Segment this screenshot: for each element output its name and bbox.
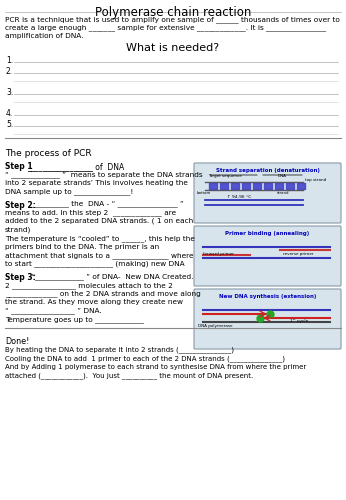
Text: ↑ 94-96 °C: ↑ 94-96 °C bbox=[227, 195, 251, 199]
Text: Step 1: Step 1 bbox=[5, 162, 33, 171]
Text: create a large enough _______ sample for extensive _____________. It is ________: create a large enough _______ sample for… bbox=[5, 24, 326, 31]
Text: top strand: top strand bbox=[305, 178, 326, 182]
Text: The temperature is “cooled” to ______, this help the: The temperature is “cooled” to ______, t… bbox=[5, 235, 195, 242]
Text: 5.: 5. bbox=[6, 120, 13, 129]
Text: Polymerase chain reaction: Polymerase chain reaction bbox=[95, 6, 251, 19]
Text: New DNA synthesis (extension): New DNA synthesis (extension) bbox=[219, 294, 316, 299]
Text: “ _____________ ”  means to separate the DNA strands: “ _____________ ” means to separate the … bbox=[5, 171, 203, 178]
Text: 2.: 2. bbox=[6, 67, 13, 76]
Text: Temperature goes up to _____________: Temperature goes up to _____________ bbox=[5, 316, 144, 323]
FancyBboxPatch shape bbox=[194, 226, 341, 286]
Text: Step 3:: Step 3: bbox=[5, 273, 36, 282]
Text: And by Adding 1 polymerase to each strand to synthesise DNA from where the prime: And by Adding 1 polymerase to each stran… bbox=[5, 364, 306, 370]
Text: 1.: 1. bbox=[6, 56, 13, 65]
Text: 3.: 3. bbox=[6, 88, 13, 97]
Text: ______________ on the 2 DNA strands and move along: ______________ on the 2 DNA strands and … bbox=[5, 290, 201, 297]
Text: The process of PCR: The process of PCR bbox=[5, 149, 92, 158]
Text: Primer binding (annealing): Primer binding (annealing) bbox=[225, 231, 310, 236]
Text: Target sequence: Target sequence bbox=[208, 174, 242, 178]
Text: into 2 separate strands’ This involves heating the: into 2 separate strands’ This involves h… bbox=[5, 180, 188, 186]
Text: reverse primer: reverse primer bbox=[283, 252, 313, 256]
Text: the strand. As they move along they create new: the strand. As they move along they crea… bbox=[5, 299, 183, 305]
Text: PCR is a technique that is used to amplify one sample of ______ thousands of tim: PCR is a technique that is used to ampli… bbox=[5, 16, 340, 22]
Text: _________________ of  DNA: _________________ of DNA bbox=[27, 162, 124, 171]
Text: Step 2:: Step 2: bbox=[5, 200, 36, 209]
Text: 2 _________________ molecules attach to the 2: 2 _________________ molecules attach to … bbox=[5, 282, 173, 289]
Text: 4.: 4. bbox=[6, 109, 13, 118]
Text: forward primer: forward primer bbox=[203, 252, 234, 256]
Text: primers bind to the DNA. The primer is an: primers bind to the DNA. The primer is a… bbox=[5, 244, 159, 250]
Text: “ _________________ ” DNA.: “ _________________ ” DNA. bbox=[5, 308, 102, 314]
Text: Strand separation (denaturation): Strand separation (denaturation) bbox=[216, 168, 319, 173]
Text: Cooling the DNA to add  1 primer to each of the 2 DNA strands (_______________): Cooling the DNA to add 1 primer to each … bbox=[5, 355, 285, 362]
Text: amplification of DNA.: amplification of DNA. bbox=[5, 33, 83, 39]
Text: attached (____________).  You just __________ the mount of DNA present.: attached (____________). You just ______… bbox=[5, 372, 253, 379]
Text: “_____________ ” of DNA-  New DNA Created.: “_____________ ” of DNA- New DNA Created… bbox=[29, 273, 193, 280]
Text: attachment that signals to a _______________ where: attachment that signals to a ___________… bbox=[5, 252, 193, 259]
Text: __________ the  DNA - “ ________________ ”: __________ the DNA - “ ________________ … bbox=[29, 200, 184, 207]
Text: bottom: bottom bbox=[197, 191, 211, 195]
Text: added to the 2 separated DNA strands. ( 1 on each: added to the 2 separated DNA strands. ( … bbox=[5, 218, 193, 224]
Text: DNA: DNA bbox=[278, 174, 287, 178]
Text: What is needed?: What is needed? bbox=[126, 43, 220, 53]
Text: By heating the DNA to separate it into 2 strands (_______________): By heating the DNA to separate it into 2… bbox=[5, 346, 234, 353]
Text: to start _____________________ (making) new DNA: to start _____________________ (making) … bbox=[5, 260, 185, 267]
Text: Done!: Done! bbox=[5, 338, 29, 346]
Text: means to add. In this step 2  _____________ are: means to add. In this step 2 ___________… bbox=[5, 210, 176, 216]
Text: DNA polymerase: DNA polymerase bbox=[198, 324, 233, 328]
Text: 1ˢᵗ cycle: 1ˢᵗ cycle bbox=[290, 319, 308, 323]
Text: DNA sample up to _______________!: DNA sample up to _______________! bbox=[5, 188, 133, 194]
Text: strand): strand) bbox=[5, 226, 31, 233]
Text: strand: strand bbox=[277, 191, 290, 195]
FancyBboxPatch shape bbox=[194, 163, 341, 223]
FancyBboxPatch shape bbox=[194, 289, 341, 349]
